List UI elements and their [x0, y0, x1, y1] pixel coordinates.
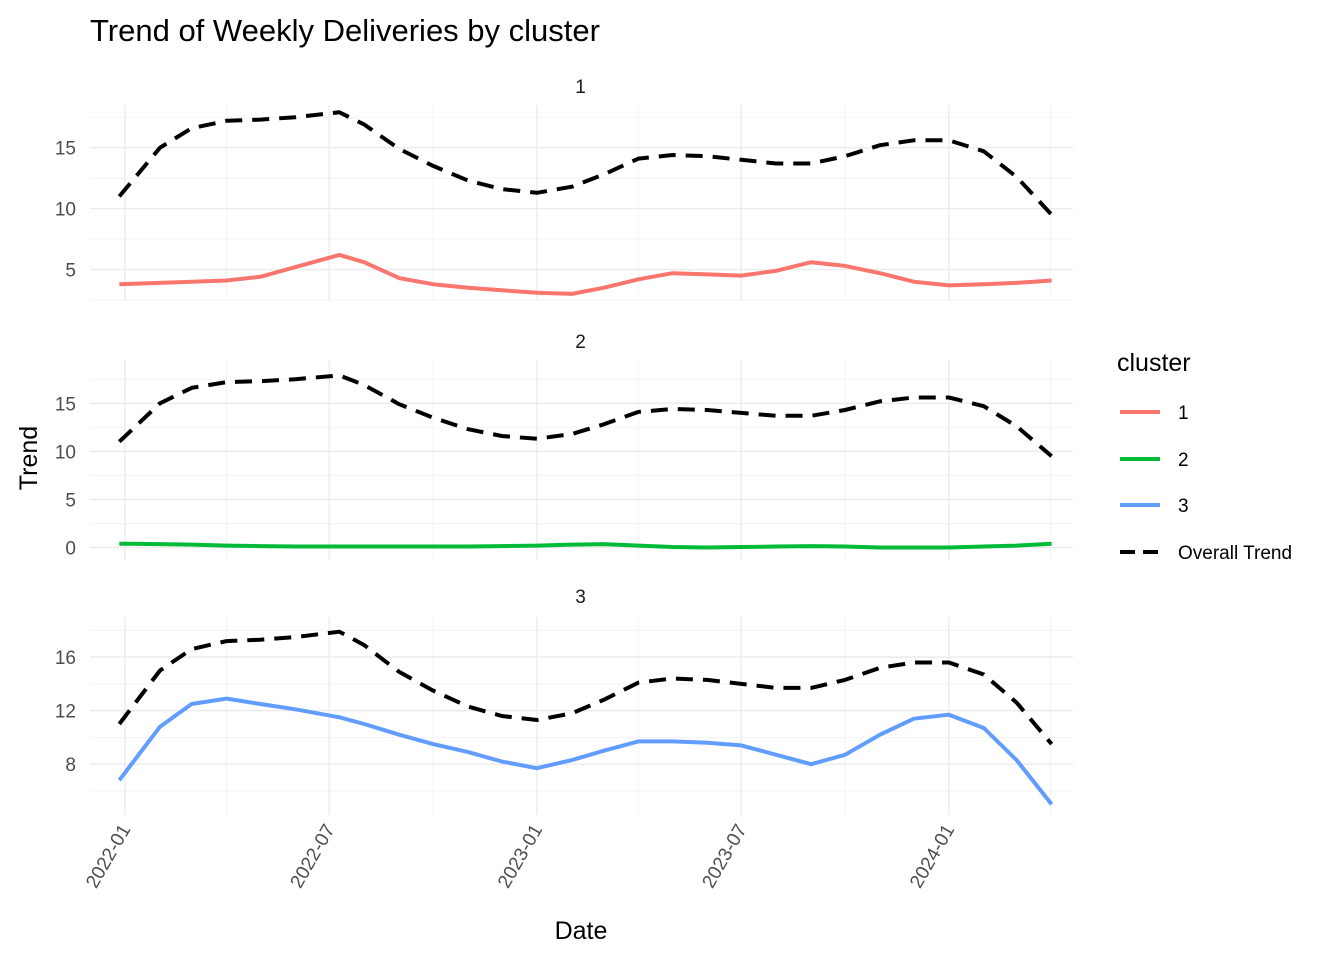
chart-title: Trend of Weekly Deliveries by cluster: [90, 13, 600, 48]
y-tick-label: 15: [55, 394, 76, 415]
facet-strip-label: 3: [575, 587, 586, 608]
y-tick-label: 16: [55, 648, 76, 669]
x-tick-label: 2024-01: [906, 821, 959, 892]
x-tick-label: 2022-07: [287, 821, 340, 892]
y-tick-label: 10: [55, 200, 76, 221]
x-tick-label: 2022-01: [82, 821, 135, 892]
y-tick-label: 5: [65, 490, 76, 511]
legend: cluster 1 2 3 Overall Trend: [1117, 349, 1292, 564]
y-tick-label: 10: [55, 442, 76, 463]
facet-panel-3: 3 8 12 16: [55, 587, 1073, 815]
y-tick-label: 0: [65, 539, 76, 560]
y-tick-label: 15: [55, 139, 76, 160]
x-axis-title: Date: [555, 917, 608, 945]
series-line-overall-trend: [117, 373, 1053, 458]
y-tick-label: 5: [65, 261, 76, 282]
series-line-cluster-1: [119, 252, 1052, 296]
legend-title: cluster: [1117, 349, 1191, 377]
legend-item: 2: [1120, 450, 1189, 471]
legend-item: Overall Trend: [1120, 543, 1292, 564]
legend-label: Overall Trend: [1178, 543, 1292, 564]
legend-label: 2: [1178, 450, 1189, 471]
series-line-cluster-2: [119, 541, 1052, 550]
legend-label: 1: [1178, 403, 1189, 424]
legend-label: 3: [1178, 496, 1189, 517]
series-line-overall-trend: [117, 110, 1054, 217]
legend-item: 3: [1120, 496, 1189, 517]
x-tick-label: 2023-01: [494, 821, 547, 892]
y-tick-label: 12: [55, 702, 76, 723]
facet-strip-label: 1: [575, 77, 586, 98]
y-axis-title: Trend: [15, 426, 43, 490]
series-line-overall-trend: [117, 629, 1054, 746]
x-tick-label: 2023-07: [698, 821, 751, 892]
x-axis: 2022-01 2022-07 2023-01 2023-07 2024-01: [82, 821, 959, 892]
legend-item: 1: [1120, 403, 1189, 424]
facet-strip-label: 2: [575, 332, 586, 353]
y-tick-label: 8: [65, 755, 76, 776]
series-line-cluster-3: [117, 696, 1054, 806]
facet-panel-2: 2 0 5 10 15: [55, 332, 1073, 560]
